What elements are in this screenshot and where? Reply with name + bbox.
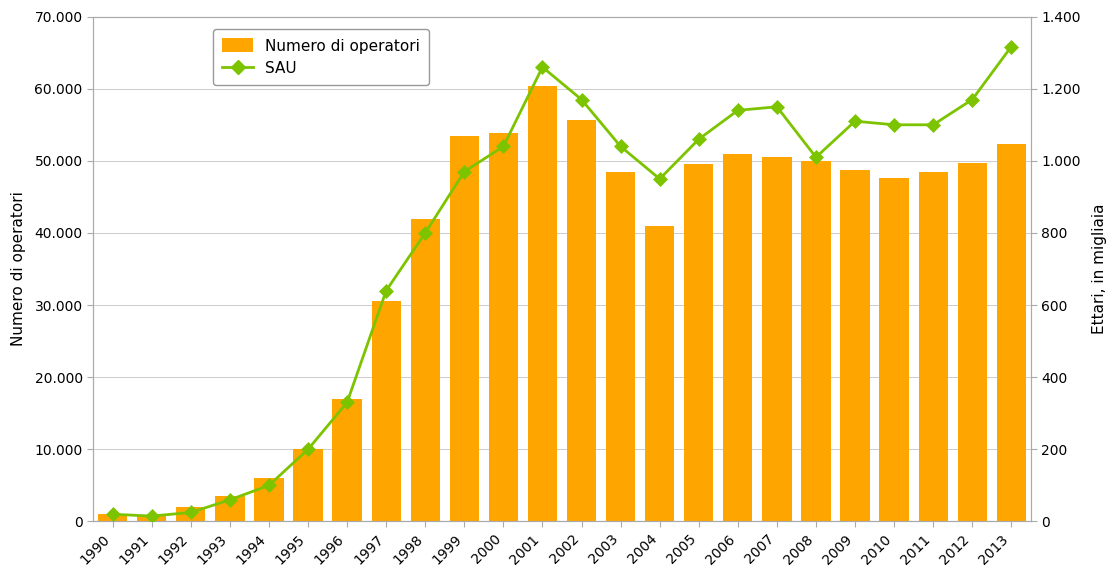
Bar <box>919 172 948 521</box>
Bar <box>606 172 635 521</box>
Bar <box>449 136 479 521</box>
Bar <box>958 163 987 521</box>
Bar <box>645 226 674 521</box>
Bar <box>254 478 284 521</box>
Bar <box>138 516 167 521</box>
Bar <box>489 134 518 521</box>
Bar <box>880 178 909 521</box>
Bar <box>723 154 752 521</box>
Bar <box>996 143 1026 521</box>
Bar <box>528 86 557 521</box>
Bar <box>332 399 362 521</box>
Bar <box>177 507 206 521</box>
Bar <box>841 171 870 521</box>
Y-axis label: Ettari, in migliaia: Ettari, in migliaia <box>1092 204 1107 334</box>
Bar <box>371 302 401 521</box>
Bar <box>98 514 127 521</box>
Bar <box>802 161 831 521</box>
Bar <box>410 218 439 521</box>
Legend: Numero di operatori, SAU: Numero di operatori, SAU <box>214 29 429 86</box>
Bar <box>567 120 596 521</box>
Bar <box>684 165 713 521</box>
Bar <box>215 495 245 521</box>
Y-axis label: Numero di operatori: Numero di operatori <box>11 191 26 346</box>
Bar <box>762 157 792 521</box>
Bar <box>293 449 323 521</box>
